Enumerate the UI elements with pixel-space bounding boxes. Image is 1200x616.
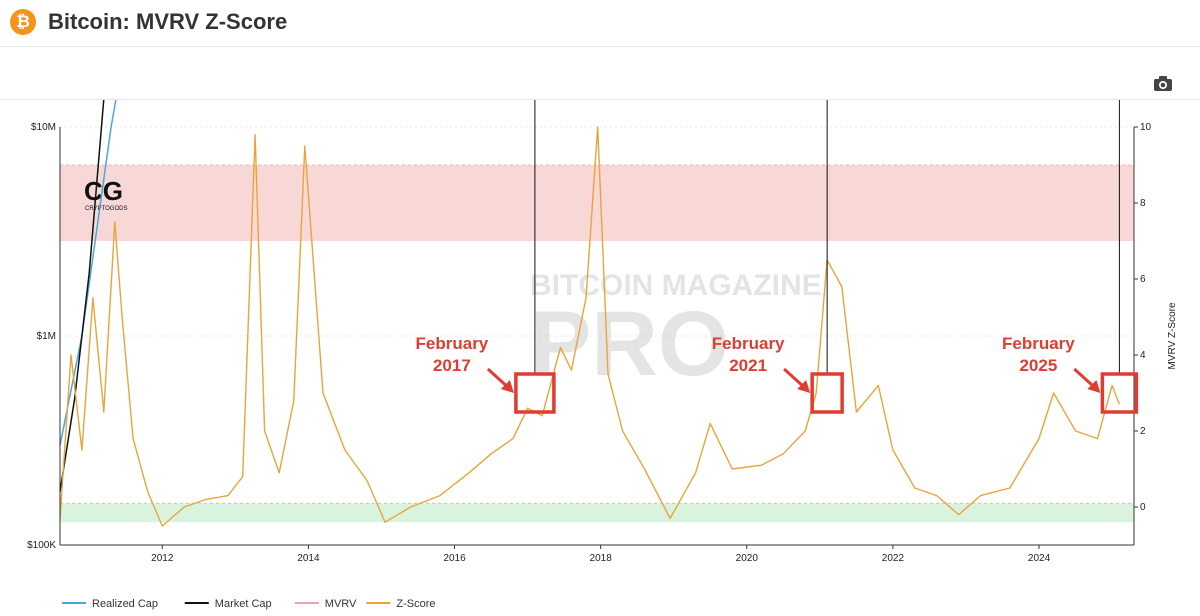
annotation-label-1-line2: 2021 (729, 356, 767, 375)
x-tick-label-3: 2018 (590, 553, 613, 564)
axes: $100K$1M$10M$100M$1B$10B$100B$1T02468102… (27, 122, 1178, 564)
annotation-label-2-line1: February (1002, 334, 1075, 353)
annotation-arrowhead-1 (797, 380, 811, 393)
left-tick-label-1: $1M (37, 331, 56, 342)
right-axis-title: MVRV Z-Score (1167, 302, 1178, 369)
legend-label-z-score: Z-Score (396, 598, 435, 610)
chart-toolbar (0, 47, 1200, 100)
zone-band-0 (60, 165, 1134, 241)
logo-text: CRYPTOGODS (85, 206, 127, 212)
annotation-label-0-line1: February (416, 334, 489, 353)
x-tick-label-1: 2014 (297, 553, 320, 564)
series-line-z-score (59, 126, 1121, 527)
cryptogods-logo: CG CRYPTOGODS (84, 176, 127, 212)
legend-label-realized-cap: Realized Cap (92, 598, 158, 610)
right-tick-label-2: 4 (1140, 350, 1146, 361)
legend-label-mvrv: MVRV (325, 598, 357, 610)
x-tick-label-2: 2016 (443, 553, 466, 564)
x-tick-label-0: 2012 (151, 553, 174, 564)
right-tick-label-1: 2 (1140, 426, 1146, 437)
camera-icon[interactable] (1147, 71, 1179, 95)
right-tick-label-5: 10 (1140, 122, 1152, 133)
page-title: Bitcoin: MVRV Z-Score (48, 9, 288, 34)
legend-label-market-cap: Market Cap (215, 598, 272, 610)
annotation-label-1-line1: February (712, 334, 785, 353)
annotation-box-2 (1100, 372, 1139, 414)
bitcoin-icon: ₿ (10, 9, 36, 35)
zone-bands (60, 164, 1134, 523)
left-tick-label-0: $100K (27, 540, 56, 551)
series-layer (59, 100, 1121, 527)
left-tick-label-2: $10M (31, 122, 56, 133)
x-tick-label-5: 2022 (882, 553, 905, 564)
watermark: BITCOIN MAGAZINE PRO (530, 269, 822, 395)
x-tick-label-6: 2024 (1028, 553, 1051, 564)
watermark-line1: BITCOIN MAGAZINE (530, 269, 822, 302)
right-tick-label-4: 8 (1140, 198, 1146, 209)
watermark-line2: PRO (530, 293, 729, 395)
annotation-arrowhead-0 (500, 380, 514, 393)
chart-legend: Realized Cap Market Cap MVRV Z-Score (62, 598, 436, 610)
annotation-box-1 (810, 372, 844, 414)
header-bar: ₿ Bitcoin: MVRV Z-Score (0, 0, 1200, 47)
annotation-label-0-line2: 2017 (433, 356, 471, 375)
right-tick-label-0: 0 (1140, 502, 1146, 513)
annotation-label-2-line2: 2025 (1019, 356, 1057, 375)
right-tick-label-3: 6 (1140, 274, 1146, 285)
annotations: February 2017 February 2021 February 2025 (416, 100, 1139, 414)
zone-band-1 (60, 503, 1134, 523)
x-tick-label-4: 2020 (736, 553, 759, 564)
mvrv-zscore-chart: BITCOIN MAGAZINE PRO CG CRYPTOGODS $100K… (27, 100, 1178, 610)
annotation-box-0 (514, 372, 556, 414)
annotation-arrowhead-2 (1087, 380, 1101, 393)
